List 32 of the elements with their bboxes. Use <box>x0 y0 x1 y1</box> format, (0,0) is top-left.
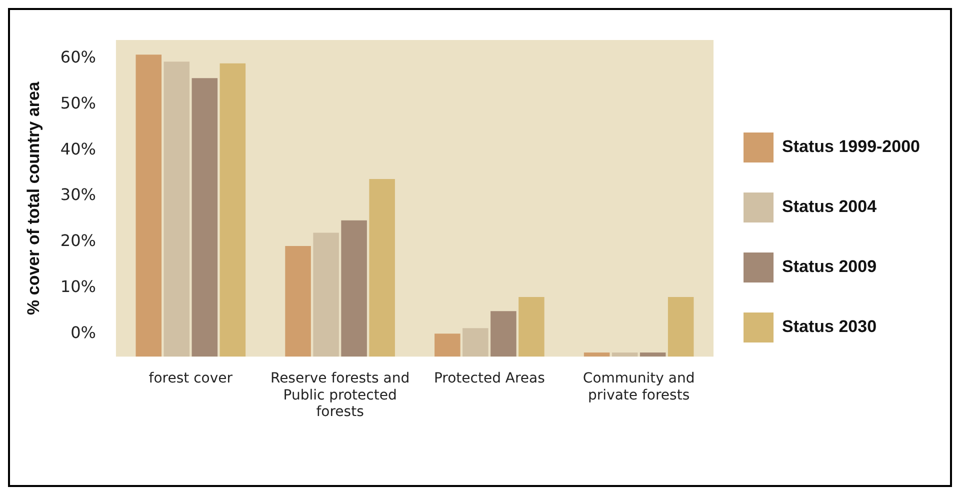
y-axis-title: % cover of total country area <box>24 81 43 315</box>
bar <box>462 328 488 357</box>
y-tick-label: 20% <box>60 231 96 250</box>
bar <box>369 179 395 357</box>
bar <box>640 352 666 357</box>
x-tick-label: Protected Areas <box>434 370 545 387</box>
x-tick-label: Community and private forests <box>582 370 695 404</box>
y-tick-label: 30% <box>60 185 96 204</box>
y-tick-label: 60% <box>60 48 96 67</box>
y-tick-label: 10% <box>60 276 96 296</box>
bar <box>490 311 516 357</box>
y-tick-label: 50% <box>60 93 96 112</box>
x-tick-label: Reserve forests and Public protected forests <box>270 370 410 420</box>
y-tick-label: 40% <box>60 139 96 158</box>
bar <box>313 232 339 357</box>
legend-label: Status 1999-2000 <box>782 137 920 156</box>
bar <box>220 63 246 357</box>
y-tick-label: 0% <box>70 322 96 342</box>
bar <box>434 334 460 357</box>
x-tick-label: forest cover <box>148 370 233 387</box>
bar <box>164 62 190 357</box>
bar <box>612 352 638 357</box>
bar <box>668 296 694 357</box>
bar <box>584 352 610 357</box>
bar <box>518 296 544 357</box>
legend-label: Status 2009 <box>782 257 877 276</box>
bar <box>285 246 311 357</box>
bar <box>136 54 162 357</box>
legend-label: Status 2004 <box>782 197 878 216</box>
bar <box>341 220 367 357</box>
bar <box>192 78 218 357</box>
legend-label: Status 2030 <box>782 317 877 336</box>
